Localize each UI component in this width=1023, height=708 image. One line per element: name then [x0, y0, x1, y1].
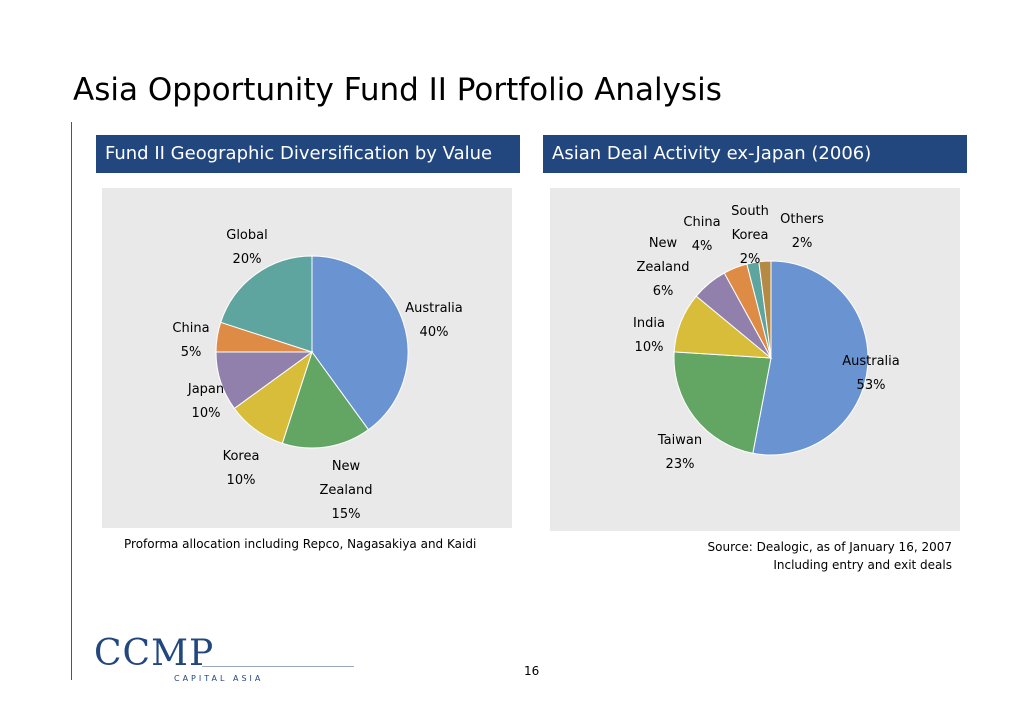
data-label-new-zealand: New Zealand 6%	[637, 236, 690, 299]
logo-wordmark: CCMP	[94, 633, 215, 674]
data-label-china: China 5%	[172, 321, 209, 360]
label-text-new-zealand: Zealand	[320, 483, 373, 498]
source-line-1: Source: Dealogic, as of January 16, 2007	[707, 540, 952, 554]
label-text-china: China	[172, 321, 209, 336]
label-text-australia: Australia	[405, 301, 463, 316]
label-text-taiwan: Taiwan	[657, 433, 702, 448]
label-pct-south-korea: 2%	[740, 252, 761, 267]
label-text-south-korea: South	[731, 204, 769, 219]
deal-activity-pie-chart: Australia 53% Taiwan 23% India 10% New Zealand 6…	[633, 204, 900, 472]
data-label-japan: Japan 10%	[187, 382, 224, 421]
label-text-japan: Japan	[187, 382, 224, 397]
left-panel-header: Fund II Geographic Diversification by Va…	[96, 135, 520, 173]
label-text-korea: Korea	[223, 449, 260, 464]
data-label-new-zealand: New Zealand 15%	[320, 459, 373, 522]
data-label-australia: Australia 53%	[842, 354, 900, 393]
right-chart-area: Australia 53% Taiwan 23% India 10% New Zealand 6…	[550, 188, 960, 531]
vertical-divider	[71, 122, 72, 680]
label-pct-china: 4%	[692, 239, 713, 254]
label-text-new-zealand: Zealand	[637, 260, 690, 275]
label-pct-taiwan: 23%	[666, 457, 695, 472]
logo-rule	[202, 666, 354, 667]
pie-slice-taiwan	[673, 351, 772, 454]
data-label-taiwan: Taiwan 23%	[657, 433, 702, 472]
ccmp-logo: CCMP CAPITAL ASIA	[94, 633, 354, 683]
data-label-global: Global 20%	[226, 228, 267, 267]
label-pct-australia: 40%	[420, 325, 449, 340]
source-line-2: Including entry and exit deals	[773, 558, 952, 572]
label-pct-new-zealand: 6%	[653, 284, 674, 299]
label-pct-others: 2%	[792, 236, 813, 251]
data-label-china: China 4%	[683, 215, 720, 254]
left-chart-area: Australia 40% New Zealand 15% Korea 10% Japan 10…	[102, 188, 512, 528]
label-text-global: Global	[226, 228, 267, 243]
page-number: 16	[524, 664, 540, 678]
right-panel-header: Asian Deal Activity ex-Japan (2006)	[543, 135, 967, 173]
data-label-others: Others 2%	[780, 212, 824, 251]
geographic-diversification-pie-chart: Australia 40% New Zealand 15% Korea 10% Japan 10…	[172, 228, 463, 522]
label-pct-global: 20%	[233, 252, 262, 267]
label-text-australia: Australia	[842, 354, 900, 369]
left-footnote: Proforma allocation including Repco, Nag…	[124, 537, 477, 551]
page-title: Asia Opportunity Fund II Portfolio Analy…	[73, 72, 722, 108]
label-text-india: India	[633, 316, 665, 331]
logo-subtitle: CAPITAL ASIA	[174, 674, 264, 683]
label-text-others: Others	[780, 212, 824, 227]
label-pct-korea: 10%	[227, 473, 256, 488]
data-label-korea: Korea 10%	[223, 449, 260, 488]
pie-slice-new-zealand	[281, 350, 370, 449]
label-text-china: China	[683, 215, 720, 230]
data-label-south-korea: South Korea 2%	[731, 204, 769, 267]
label-pct-india: 10%	[635, 340, 664, 355]
pie-slice-australia	[752, 260, 869, 456]
label-pct-japan: 10%	[192, 406, 221, 421]
pie-slice-global	[220, 255, 313, 353]
label-pct-china: 5%	[181, 345, 202, 360]
source-note: Source: Dealogic, as of January 16, 2007…	[708, 540, 952, 572]
label-pct-australia: 53%	[857, 378, 886, 393]
label-text-new-zealand: New	[649, 236, 678, 251]
pie-slice-australia	[311, 255, 409, 431]
label-text-south-korea: Korea	[732, 228, 769, 243]
label-text-new-zealand: New	[332, 459, 361, 474]
data-label-australia: Australia 40%	[405, 301, 463, 340]
label-pct-new-zealand: 15%	[332, 507, 361, 522]
pie-slice-others	[758, 260, 772, 359]
data-label-india: India 10%	[633, 316, 665, 355]
